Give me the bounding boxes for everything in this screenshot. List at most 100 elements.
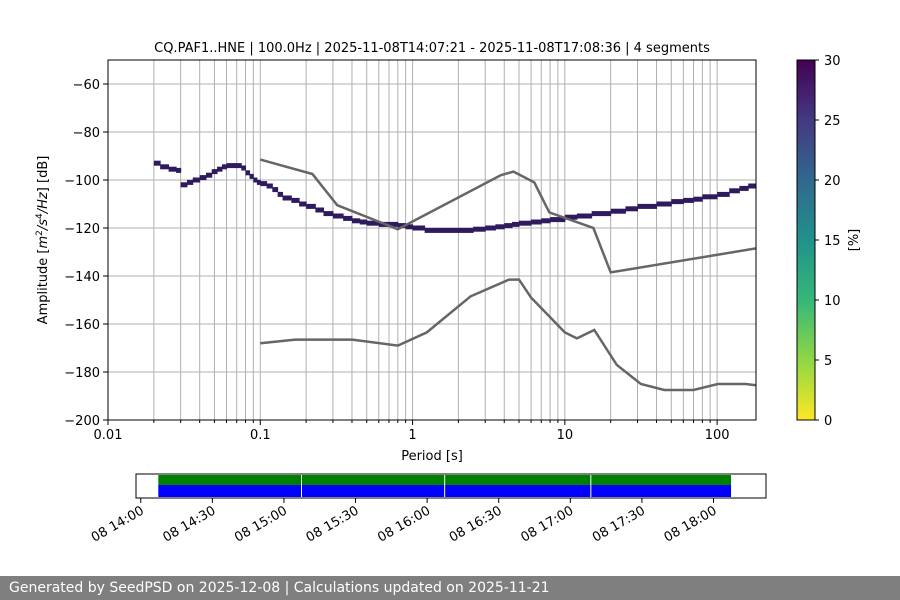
plot-frame	[107, 59, 757, 421]
y-tick-label: −200	[64, 414, 100, 429]
psd-cell	[550, 217, 566, 223]
y-tick-label: −60	[73, 78, 100, 93]
psd-cell	[458, 227, 474, 233]
psd-cell	[315, 207, 324, 213]
psd-cell	[153, 160, 161, 166]
x-tick-label: 0.01	[94, 428, 123, 443]
timeline-ticks: 08 14:00 08 14:30 08 15:00 08 15:30 08 16:00…	[89, 498, 720, 546]
psd-cell	[249, 173, 254, 179]
timeline-bars	[158, 475, 732, 497]
psd-cell	[226, 163, 233, 169]
psd-cell	[748, 183, 756, 189]
psd-cell	[541, 218, 551, 224]
psd-cell	[519, 220, 532, 226]
psd-cell	[291, 197, 300, 203]
psd-cell	[495, 224, 505, 230]
psd-cell	[186, 179, 194, 185]
psd-figure: CQ.PAF1..HNE | 100.0Hz | 2025-11-08T14:0…	[35, 41, 862, 546]
timeline-tick-label: 08 15:30	[304, 503, 362, 545]
noise-model-line	[260, 278, 756, 392]
psd-cell	[610, 208, 626, 214]
psd-cell	[412, 225, 426, 231]
x-tick-label: 0.1	[250, 428, 271, 443]
psd-cell	[277, 191, 284, 197]
psd-cell	[299, 201, 307, 207]
psd-cell	[531, 219, 542, 225]
psd-cell	[473, 226, 486, 232]
timeline-tick-label: 08 18:00	[662, 503, 720, 545]
psd-cell	[199, 175, 207, 181]
y-tick-label: −160	[64, 318, 100, 333]
x-axis-label: Period [s]	[401, 449, 463, 464]
psd-cell	[683, 197, 695, 203]
psd-cell	[351, 218, 361, 224]
psd-cell	[343, 215, 353, 221]
psd-cell	[241, 165, 247, 171]
noise-model-line	[259, 158, 756, 274]
colorbar-tick-label: 0	[824, 414, 832, 429]
colorbar: 0 5 10 15 20 25 30 [%]	[796, 54, 862, 429]
psd-cell	[512, 221, 520, 227]
y-axis-ticks: −60 −80 −100 −120 −140 −160 −180 −200	[64, 78, 108, 429]
colorbar-tick-label: 5	[824, 354, 832, 369]
psd-cell	[359, 219, 368, 225]
psd-cell	[424, 227, 440, 233]
colorbar-tick-label: 25	[824, 114, 841, 129]
psd-cell	[576, 213, 593, 219]
y-tick-label: −80	[73, 126, 100, 141]
psd-cell	[637, 203, 658, 209]
psd-cell	[405, 224, 414, 230]
psd-cell	[388, 221, 399, 227]
psd-cell	[485, 225, 496, 231]
psd-cell	[625, 206, 639, 212]
psd-cell	[221, 164, 227, 170]
psd-cell	[504, 223, 513, 229]
psd-cell	[256, 179, 261, 185]
psd-cell	[266, 183, 273, 189]
timeline-tick-label: 08 17:30	[590, 503, 648, 545]
colorbar-tick-label: 15	[824, 234, 841, 249]
psd-cell	[272, 187, 279, 193]
timeline-tick-label: 08 16:00	[375, 503, 433, 545]
psd-cell	[729, 188, 740, 194]
timeline-tick-label: 08 15:00	[232, 503, 290, 545]
colorbar-ticks: 0 5 10 15 20 25 30	[815, 54, 841, 429]
psd-density	[153, 160, 761, 233]
psd-cell	[756, 182, 761, 187]
colorbar-tick-label: 10	[824, 294, 841, 309]
psd-cell	[739, 185, 749, 191]
timeline-tick-label: 08 14:00	[89, 503, 147, 545]
psd-cell	[397, 223, 407, 229]
y-tick-label: −100	[64, 174, 100, 189]
footer-text: Generated by SeedPSD on 2025-12-08 | Cal…	[9, 580, 550, 596]
colorbar-tick-label: 20	[824, 174, 841, 189]
psd-cell	[176, 167, 182, 173]
psd-cell	[282, 195, 292, 201]
x-tick-label: 1	[408, 428, 416, 443]
timeline-frame	[135, 473, 767, 499]
psd-cell	[656, 201, 672, 207]
x-axis-ticks: 0.01 0.1 1 10 100	[94, 420, 730, 443]
psd-cell	[591, 211, 612, 217]
psd-cell	[245, 170, 251, 176]
psd-cell	[702, 194, 718, 200]
psd-cell	[211, 169, 218, 175]
colorbar-label: [%]	[847, 229, 862, 252]
psd-cell	[332, 213, 344, 219]
psd-cell	[192, 177, 201, 183]
psd-cell	[564, 214, 578, 220]
colorbar-tick-label: 30	[824, 54, 841, 69]
psd-cell	[366, 220, 380, 226]
psd-cell	[160, 164, 170, 170]
footer: Generated by SeedPSD on 2025-12-08 | Cal…	[0, 576, 900, 600]
timeline-tick-label: 08 14:30	[161, 503, 219, 545]
psd-cell	[231, 163, 238, 169]
psd-cell	[717, 191, 730, 197]
x-tick-label: 10	[557, 428, 574, 443]
psd-cell	[260, 181, 268, 187]
psd-cell	[253, 177, 258, 183]
timeline: 08 14:00 08 14:30 08 15:00 08 15:30 08 16:00…	[89, 473, 767, 546]
timeline-tick-label: 08 16:30	[447, 503, 505, 545]
psd-cell	[323, 211, 334, 217]
psd-cell	[306, 203, 316, 209]
